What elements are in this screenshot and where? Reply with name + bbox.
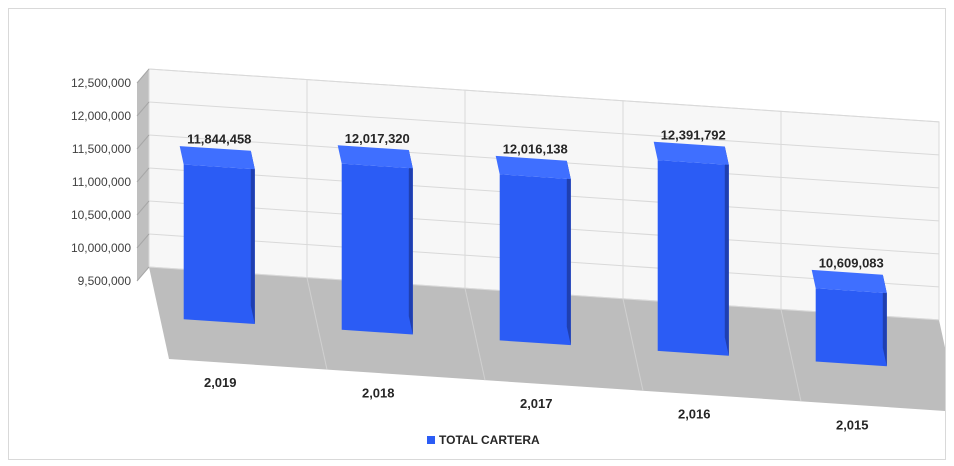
data-label: 10,609,083 (819, 256, 884, 271)
x-tick-label: 2,018 (362, 386, 395, 401)
bar-2,015 (811, 269, 887, 367)
bar-top (495, 155, 571, 180)
bar-chart-3d: 9,500,000 10,000,000 10,500,000 11,000,000 1… (71, 68, 945, 447)
bar-front (815, 288, 887, 367)
bar-2,019 (179, 146, 255, 324)
bar-2,018 (337, 145, 413, 335)
chart-frame: 9,500,000 10,000,000 10,500,000 11,000,000 1… (8, 8, 946, 460)
bar-2,017 (495, 155, 571, 346)
side-gridline (136, 167, 150, 183)
bar-top (337, 145, 413, 169)
x-tick-label: 2,019 (204, 375, 237, 390)
bar-side (882, 274, 887, 367)
y-tick-label: 10,500,000 (71, 208, 131, 222)
side-gridline (136, 266, 150, 282)
data-label: 12,391,792 (661, 127, 726, 142)
bar-side (408, 150, 413, 335)
data-label: 12,016,138 (503, 141, 568, 156)
floor-divider (464, 288, 486, 381)
bar-2,016 (653, 141, 729, 356)
floor-divider (622, 298, 644, 391)
bar-side (250, 150, 255, 324)
bar-side (566, 160, 571, 346)
y-tick-label: 9,500,000 (78, 274, 132, 288)
side-gridline (136, 68, 150, 84)
side-gridline (136, 101, 150, 117)
bar-top (653, 141, 729, 165)
x-tick-label: 2,016 (678, 407, 711, 422)
x-tick-label: 2,015 (836, 417, 869, 432)
legend: TOTAL CARTERA (427, 433, 540, 447)
side-gridline (136, 233, 150, 249)
bar-top (811, 269, 887, 294)
floor-divider (306, 277, 328, 370)
bar-front (183, 164, 255, 324)
bar-side (724, 146, 729, 356)
y-tick-label: 11,500,000 (72, 142, 131, 156)
bar-front (341, 163, 413, 335)
gridline (148, 68, 940, 123)
floor-divider (780, 309, 802, 402)
gridline (148, 101, 940, 156)
side-gridline (136, 200, 150, 216)
side-gridline (136, 134, 150, 150)
bar-front (499, 174, 571, 346)
x-tick-label: 2,017 (520, 396, 553, 411)
y-tick-label: 12,000,000 (71, 109, 131, 123)
y-tick-label: 11,000,000 (72, 175, 131, 189)
y-tick-label: 10,000,000 (71, 241, 131, 255)
data-label: 12,017,320 (345, 131, 410, 146)
bar-front (657, 160, 729, 356)
y-tick-label: 12,500,000 (71, 76, 131, 90)
legend-swatch (427, 436, 435, 444)
legend-label: TOTAL CARTERA (439, 433, 540, 447)
bar-top (179, 146, 255, 170)
data-label: 11,844,458 (187, 132, 251, 147)
